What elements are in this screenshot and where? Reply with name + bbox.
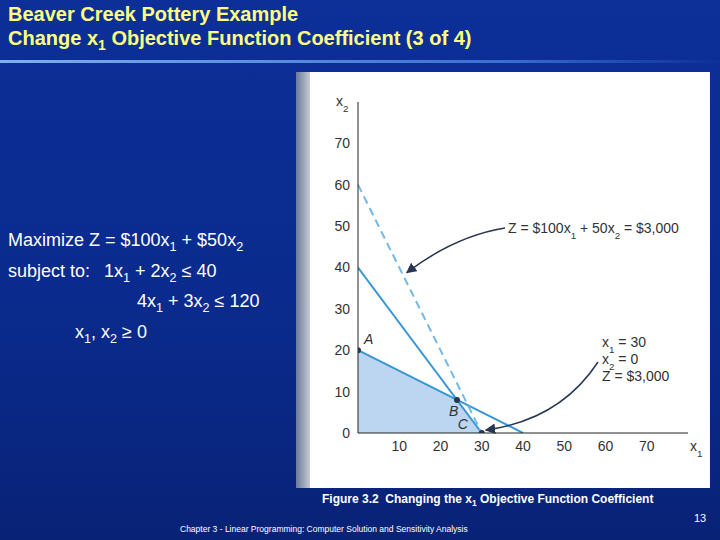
svg-text:60: 60 <box>334 177 350 193</box>
svg-text:x2: x2 <box>336 93 348 114</box>
html-text:4 x1+ 3 x2≤ 120: 4 x1+ 3 x2≤ 120 <box>137 291 260 315</box>
svg-text:20: 20 <box>334 342 350 358</box>
svg-text:x1 = 30: x1 = 30 <box>602 334 646 355</box>
svg-text:C: C <box>458 416 469 432</box>
svg-text:70: 70 <box>334 135 350 151</box>
svg-text:Z = $100x1 + 50x2 = $3,000: Z = $100x1 + 50x2 = $3,000 <box>508 220 679 241</box>
svg-text:x2 = 0: x2 = 0 <box>602 351 638 372</box>
svg-text:40: 40 <box>334 259 350 275</box>
html-text:Maximize Z = $100 x1+ $50 x2: Maximize Z = $100 x1+ $50 x2 <box>8 230 244 254</box>
svg-text:50: 50 <box>334 218 350 234</box>
svg-text:60: 60 <box>598 438 614 454</box>
svg-text:40: 40 <box>515 438 531 454</box>
html-text:Beaver Creek Pottery Example: Beaver Creek Pottery Example <box>8 3 299 25</box>
svg-text:50: 50 <box>556 438 572 454</box>
svg-text:70: 70 <box>639 438 655 454</box>
svg-text:10: 10 <box>391 438 407 454</box>
svg-text:10: 10 <box>334 384 350 400</box>
svg-text:A: A <box>363 331 373 347</box>
svg-text:0: 0 <box>342 425 350 441</box>
html-text:x1, x2≥ 0: x1, x2≥ 0 <box>75 321 147 346</box>
svg-text:30: 30 <box>334 301 350 317</box>
svg-text:Z = $3,000: Z = $3,000 <box>602 368 670 384</box>
svg-text:B: B <box>449 403 458 419</box>
html-text:subject to:: subject to: <box>8 260 90 281</box>
svg-text:30: 30 <box>474 438 490 454</box>
html-text:Chapter 3 - Linear Programming: Chapter 3 - Linear Programming: Computer… <box>180 524 468 534</box>
html-text:1 x1+ 2 x2≤ 40: 1 x1+ 2 x2≤ 40 <box>104 260 217 285</box>
html-text:13: 13 <box>694 512 707 524</box>
html-text:Figure 3.2 Changing the x1Obje: Figure 3.2 Changing the x1Objective Func… <box>322 492 654 509</box>
svg-text:x1: x1 <box>690 438 702 459</box>
svg-text:20: 20 <box>433 438 449 454</box>
html-text:Change x1Objective Function Co: Change x1Objective Function Coefficient … <box>8 27 472 53</box>
